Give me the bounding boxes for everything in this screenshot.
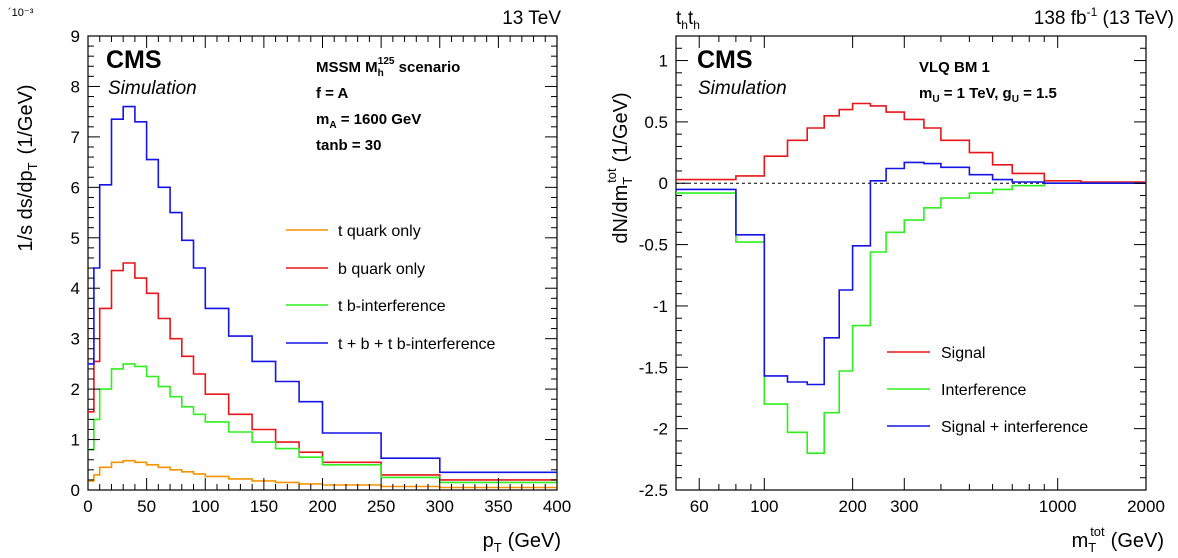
right-coupling-label: mU = 1 TeV, gU = 1.5 — [919, 85, 1057, 105]
right-x-tick-label: 100 — [750, 497, 778, 516]
right-series-line-3 — [676, 161, 1146, 386]
left-y-tick-label: 3 — [71, 330, 80, 349]
right-y-tick-label: -0.5 — [639, 236, 668, 255]
right-y-axis-label: dN/dmTtot(1/GeV) — [604, 92, 635, 243]
left-y-tick-label: 5 — [71, 229, 80, 248]
left-legend-label-1: t quark only — [338, 223, 421, 240]
left-series-line-1 — [88, 459, 557, 489]
left-y-tick-label: 8 — [71, 77, 80, 96]
left-plot-area: 0 50 100 150 200 250 300 350 400 0 1 2 3 4 5 6 7 8 9 — [71, 27, 572, 516]
right-plot-frame — [675, 35, 1147, 491]
left-y-tick-label: 4 — [71, 279, 80, 298]
left-y-tick-label: 9 — [71, 27, 80, 46]
left-energy-label: 13 TeV — [502, 8, 561, 29]
left-y-tick-label: 1 — [71, 431, 80, 450]
left-scenario-label: MSSM Mh125 scenario — [316, 56, 460, 79]
right-x-tick-label: 2000 — [1127, 497, 1165, 516]
left-series-line-4 — [88, 105, 557, 474]
right-y-tick-label: -1.5 — [639, 358, 668, 377]
left-x-axis-label: pT (GeV) — [483, 530, 561, 555]
left-y-tick-label: 0 — [71, 481, 80, 500]
right-y-tick-label: 0.5 — [644, 113, 668, 132]
left-y-axis-label: 1/s ds/dpT(1/GeV) — [15, 84, 40, 251]
left-x-tick-label: 200 — [308, 497, 336, 516]
left-series-line-2 — [88, 262, 557, 481]
left-tanbeta-label: tanb = 30 — [316, 137, 381, 154]
right-x-tick-label: 60 — [690, 497, 709, 516]
right-plot-area: 60 100 200 300 1000 2000 1 0.5 0 -0.5 -1 -1.5 -2 -2.5 — [639, 35, 1165, 516]
left-chart-panel: ´10⁻³ 13 TeV 0 50 100 150 200 250 300 350 400 0 1 2… — [8, 7, 571, 555]
left-x-tick-label: 50 — [137, 497, 156, 516]
right-series-line-2 — [676, 182, 1146, 454]
left-legend-label-2: b quark only — [338, 261, 425, 278]
left-cms-label: CMS — [106, 46, 162, 74]
right-simulation-label: Simulation — [698, 78, 787, 99]
left-y-tick-label: 2 — [71, 380, 80, 399]
left-x-tick-label: 150 — [250, 497, 278, 516]
left-x-tick-label: 300 — [426, 497, 454, 516]
right-channel-label: thth — [676, 8, 700, 32]
left-legend-label-3: t b-interference — [338, 298, 446, 315]
right-x-tick-label: 200 — [838, 497, 866, 516]
left-x-tick-label: 400 — [543, 497, 571, 516]
left-phi-label: f = A — [316, 85, 349, 102]
left-series-line-3 — [88, 363, 557, 484]
right-y-tick-label: -2.5 — [639, 481, 668, 500]
right-x-axis-label: mTtot (GeV) — [1072, 524, 1164, 555]
right-legend-label-3: Signal + interference — [941, 419, 1088, 436]
right-y-tick-label: 1 — [659, 52, 668, 71]
right-x-tick-label: 1000 — [1039, 497, 1077, 516]
right-cms-label: CMS — [697, 46, 753, 74]
right-model-label: VLQ BM 1 — [919, 59, 990, 76]
left-y-tick-label: 6 — [71, 178, 80, 197]
left-x-tick-label: 100 — [191, 497, 219, 516]
right-y-tick-label: 0 — [659, 174, 668, 193]
left-exponent-label: ´10⁻³ — [8, 7, 34, 19]
right-chart-panel: thth 138 fb-1 (13 TeV) 60 100 200 300 1000 20… — [604, 5, 1174, 555]
right-legend: Signal Interference Signal + interference — [887, 345, 1088, 436]
right-legend-label-2: Interference — [941, 382, 1026, 399]
left-legend: t quark only b quark only t b-interference… — [286, 223, 496, 353]
right-y-tick-label: -1 — [653, 297, 668, 316]
right-legend-label-1: Signal — [941, 345, 985, 362]
left-x-tick-label: 0 — [83, 497, 92, 516]
right-y-tick-label: -2 — [653, 420, 668, 439]
left-x-tick-label: 350 — [484, 497, 512, 516]
right-x-tick-label: 300 — [890, 497, 918, 516]
left-mass-label: mA = 1600 GeV — [316, 111, 421, 131]
left-x-tick-label: 250 — [367, 497, 395, 516]
left-legend-label-4: t + b + t b-interference — [338, 336, 496, 353]
right-lumi-label: 138 fb-1 (13 TeV) — [1034, 5, 1174, 29]
left-y-tick-label: 7 — [71, 128, 80, 147]
left-simulation-label: Simulation — [108, 78, 197, 99]
right-series-line-1 — [676, 102, 1146, 183]
